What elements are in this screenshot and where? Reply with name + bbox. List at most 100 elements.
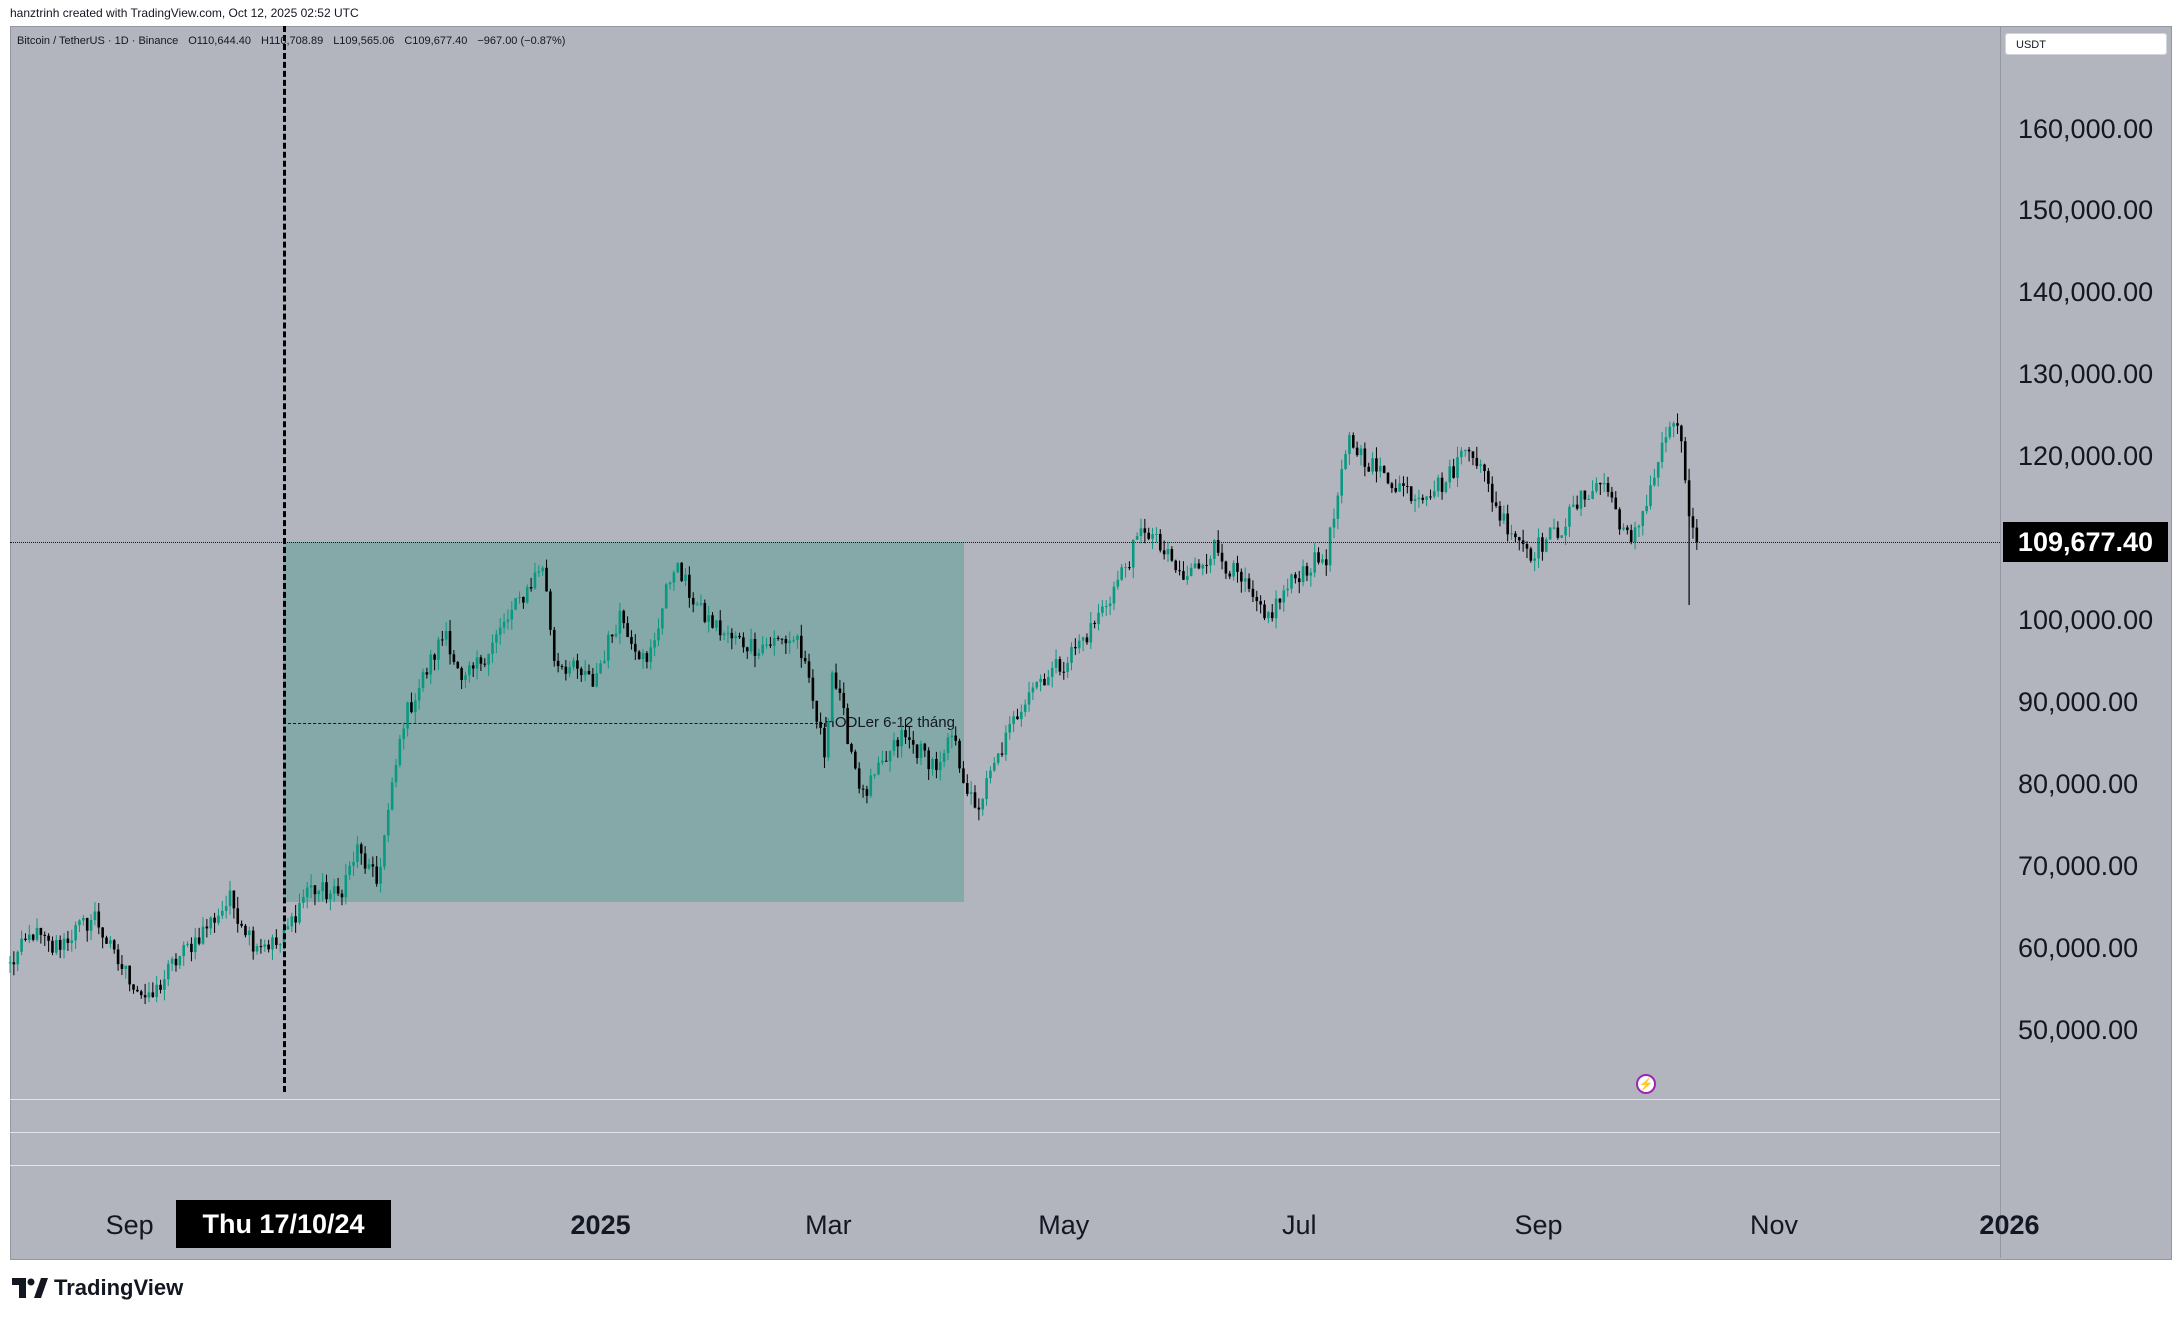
pane-divider[interactable] (10, 1132, 2000, 1133)
candle (456, 661, 460, 670)
candle (981, 797, 985, 816)
candle (1548, 527, 1552, 540)
candle (1097, 603, 1100, 631)
candle (1375, 447, 1378, 483)
candle (1583, 490, 1587, 508)
candle (502, 613, 506, 634)
candle (942, 749, 946, 768)
pane-divider[interactable] (10, 1099, 2000, 1100)
candle (1050, 661, 1054, 688)
candle (97, 902, 101, 935)
candle (784, 635, 788, 654)
candle (1436, 474, 1440, 497)
candle (302, 889, 305, 909)
symbol-legend[interactable]: Bitcoin / TetherUS · 1D · Binance O110,64… (17, 35, 575, 47)
candle (1054, 649, 1058, 674)
candle (483, 658, 487, 668)
candle (1502, 505, 1506, 525)
candle (800, 624, 803, 668)
candle (1645, 494, 1648, 514)
candle (58, 935, 62, 959)
candle (865, 785, 869, 804)
candle (607, 631, 610, 669)
candle (707, 606, 710, 633)
price-axis-label: 80,000.00 (2018, 769, 2139, 800)
candle (1255, 590, 1259, 612)
candle (765, 637, 768, 649)
candle (838, 679, 842, 701)
candle (1622, 523, 1625, 531)
candle (552, 626, 556, 667)
candle (962, 761, 965, 784)
candle (664, 582, 668, 609)
candle (1209, 555, 1212, 574)
candle (363, 846, 367, 874)
candle (792, 636, 795, 643)
candle (82, 915, 85, 926)
candle (630, 630, 633, 650)
candle (850, 742, 853, 754)
candle (1236, 555, 1239, 583)
candle (622, 609, 626, 629)
candle (996, 752, 1000, 766)
candle (1444, 481, 1448, 494)
candle (1579, 490, 1583, 517)
candle (1599, 482, 1602, 495)
candle (1085, 633, 1089, 645)
candle (545, 559, 548, 592)
candle (1394, 479, 1398, 494)
candle (325, 874, 328, 904)
candle (772, 630, 776, 656)
lightning-icon[interactable]: ⚡ (1636, 1074, 1656, 1094)
candle (410, 692, 413, 714)
candle (653, 632, 656, 656)
candle (626, 616, 629, 638)
price-axis-label: 60,000.00 (2018, 933, 2139, 964)
candle (309, 874, 313, 899)
price-axis-label: 140,000.00 (2018, 277, 2154, 308)
candle (1633, 521, 1637, 550)
candle (900, 721, 903, 758)
candle (197, 927, 201, 946)
candle (329, 890, 332, 911)
candle (973, 785, 977, 809)
candle (1294, 572, 1297, 584)
candle (186, 941, 189, 948)
candle (112, 939, 116, 954)
candle (1440, 472, 1444, 500)
candle (1243, 567, 1247, 592)
candle (1606, 476, 1610, 497)
candle (950, 728, 954, 749)
candle (340, 889, 344, 906)
candle (815, 700, 819, 729)
candle (421, 668, 425, 692)
tradingview-logo[interactable]: TradingView (12, 1275, 183, 1301)
candle (1367, 462, 1371, 472)
candle (703, 599, 707, 624)
symbol-name: Bitcoin / TetherUS · 1D · Binance (17, 35, 179, 47)
candle (935, 751, 938, 779)
price-axis-label: 90,000.00 (2018, 687, 2139, 718)
candle (305, 881, 309, 909)
hodler-range-box[interactable] (283, 542, 964, 902)
candle (371, 856, 375, 877)
time-axis-label: Mar (805, 1210, 852, 1240)
currency-selector[interactable]: USDT (2005, 33, 2167, 55)
candle (1224, 560, 1228, 579)
candle (1425, 495, 1428, 507)
candle (695, 601, 699, 606)
candle (904, 719, 907, 745)
candle (796, 634, 799, 649)
candle (568, 661, 571, 678)
candle (35, 918, 39, 942)
candle (375, 855, 378, 887)
candle (1247, 573, 1251, 593)
candle (1155, 527, 1158, 543)
pane-divider[interactable] (10, 1165, 2000, 1166)
candle (124, 965, 128, 979)
candle (1012, 710, 1015, 733)
candle (348, 861, 351, 880)
candle (1104, 600, 1108, 616)
candle (1220, 543, 1224, 570)
candle (676, 562, 680, 573)
